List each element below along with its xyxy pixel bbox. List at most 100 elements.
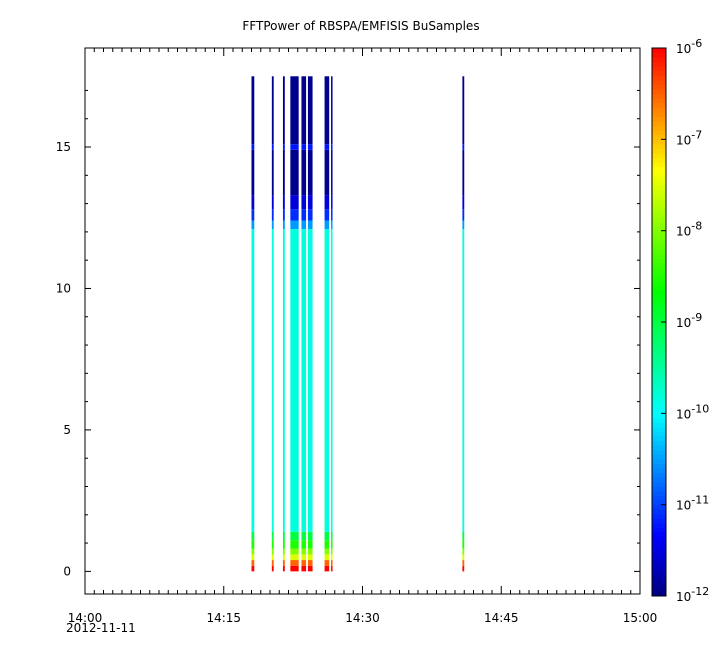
spectrogram-cell xyxy=(290,229,299,532)
colorbar-cell xyxy=(652,522,666,528)
colorbar-cell xyxy=(652,353,666,359)
spectrogram-cell xyxy=(331,195,333,210)
colorbar-cell xyxy=(652,468,666,474)
spectrogram-cell xyxy=(331,220,333,230)
spectrogram-cell xyxy=(290,220,299,230)
spectrogram-cell xyxy=(307,220,313,230)
spectrogram-cell xyxy=(290,195,299,210)
plot-frame xyxy=(84,47,641,595)
data-strip xyxy=(251,76,255,572)
colorbar-cell xyxy=(652,395,666,401)
spectrogram-cell xyxy=(324,76,330,145)
data-strip xyxy=(271,76,274,572)
spectrogram-cell xyxy=(301,565,307,572)
spectrogram-cell xyxy=(331,554,333,561)
colorbar-cell xyxy=(652,541,666,547)
spectrogram-cell xyxy=(307,554,313,561)
colorbar-cell xyxy=(652,495,666,501)
colorbar-cell xyxy=(652,125,666,131)
spectrogram-cell xyxy=(290,540,299,549)
spectrogram-cell xyxy=(271,149,274,196)
colorbar-cell xyxy=(652,57,666,63)
colorbar-cell xyxy=(652,107,666,113)
spectrogram-cell xyxy=(271,548,274,555)
spectrogram-cell xyxy=(290,565,299,572)
colorbar-cell xyxy=(652,550,666,556)
x-tick-label: 14:30 xyxy=(345,611,380,625)
x-tick-label: 14:00 xyxy=(68,611,103,625)
colorbar-cell xyxy=(652,340,666,346)
spectrogram-cell xyxy=(282,209,285,221)
spectrogram-cell xyxy=(324,220,330,230)
colorbar-cell xyxy=(652,399,666,405)
spectrogram-cell xyxy=(331,144,333,150)
colorbar-cell xyxy=(652,381,666,387)
colorbar-cell xyxy=(652,504,666,510)
colorbar-cell xyxy=(652,445,666,451)
spectrogram-cell xyxy=(324,149,330,196)
y-tick-label: 15 xyxy=(56,140,71,154)
colorbar-cell xyxy=(652,413,666,419)
colorbar-cell xyxy=(652,280,666,286)
spectrogram-cell xyxy=(301,548,307,555)
spectrogram-cell xyxy=(307,209,313,221)
spectrogram-cell xyxy=(251,220,255,230)
spectrogram-cell xyxy=(271,229,274,532)
colorbar-cell xyxy=(652,61,666,67)
colorbar-cell xyxy=(652,166,666,172)
spectrogram-cell xyxy=(271,565,274,572)
colorbar-cell xyxy=(652,317,666,323)
colorbar-cell xyxy=(652,573,666,579)
spectrogram-cell xyxy=(290,76,299,145)
spectrogram-cell xyxy=(331,76,333,145)
spectrogram-cell xyxy=(462,554,465,561)
data-strip xyxy=(324,76,330,572)
spectrogram-cell xyxy=(251,560,255,566)
data-strip xyxy=(307,76,313,572)
colorbar-cell xyxy=(652,385,666,391)
colorbar-cell xyxy=(652,376,666,382)
colorbar-cell xyxy=(652,459,666,464)
spectrogram-cell xyxy=(331,560,333,566)
spectrogram-cell xyxy=(290,548,299,555)
spectrogram-cell xyxy=(307,565,313,572)
spectrogram-cell xyxy=(282,560,285,566)
colorbar-tick-base: 10 xyxy=(676,133,691,147)
colorbar-tick-exponent: -12 xyxy=(691,585,709,598)
colorbar-cell xyxy=(652,230,666,236)
spectrogram-cell xyxy=(324,531,330,541)
spectrogram-cell xyxy=(331,548,333,555)
spectrogram-cell xyxy=(462,229,465,532)
colorbar-tick-base: 10 xyxy=(676,316,691,330)
colorbar-cell xyxy=(652,335,666,341)
colorbar-cell xyxy=(652,422,666,428)
spectrogram-cell xyxy=(251,144,255,150)
colorbar-cell xyxy=(652,509,666,515)
colorbar-cell xyxy=(652,486,666,492)
colorbar-cell xyxy=(652,48,666,53)
colorbar-cell xyxy=(652,363,666,369)
spectrogram-cell xyxy=(282,554,285,561)
colorbar-cell xyxy=(652,417,666,423)
spectrogram-cell xyxy=(324,565,330,572)
spectrogram-cell xyxy=(301,554,307,561)
colorbar-cell xyxy=(652,267,666,273)
spectrogram-cell xyxy=(462,560,465,566)
colorbar-cell xyxy=(652,582,666,588)
spectrogram-cell xyxy=(462,195,465,210)
colorbar-cell xyxy=(652,440,666,446)
colorbar-cell xyxy=(652,148,666,154)
colorbar-cell xyxy=(652,500,666,506)
spectrogram-cell xyxy=(307,195,313,210)
colorbar-cell xyxy=(652,290,666,295)
colorbar-cell xyxy=(652,481,666,487)
colorbar-cell xyxy=(652,134,666,140)
colorbar-cell xyxy=(652,235,666,241)
spectrogram-cell xyxy=(331,149,333,196)
colorbar-cell xyxy=(652,244,666,250)
colorbar-cell xyxy=(652,344,666,350)
colorbar-cell xyxy=(652,404,666,410)
colorbar-cell xyxy=(652,299,666,305)
colorbar-tick-label: 10-10 xyxy=(676,402,709,421)
